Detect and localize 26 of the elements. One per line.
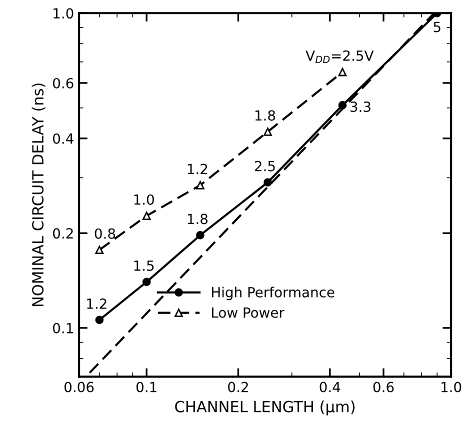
annotation: 1.8	[188, 214, 208, 224]
annotation: 1.2	[188, 164, 208, 174]
y-tick-label: 0.2	[53, 228, 73, 239]
y-tick-label: 0.4	[53, 133, 74, 144]
x-tick-label: 0.4	[320, 382, 340, 392]
annotation: 5	[434, 22, 440, 32]
annotation: V$_{DD}$=2.5V	[306, 50, 374, 63]
x-tick-label: 0.6	[373, 382, 394, 392]
y-axis-title: NOMINAL CIRCUIT DELAY (ns)	[32, 84, 46, 306]
annotation: 1.0	[134, 194, 154, 205]
annotation: 1.5	[134, 260, 154, 271]
annotation: 3.3	[350, 101, 370, 112]
x-tick-label: 1.0	[442, 382, 462, 392]
y-tick-label: 1.0	[54, 8, 74, 19]
y-tick-label: 0.6	[53, 78, 74, 88]
x-tick-label: 0.1	[136, 382, 156, 392]
annotation: 1.2	[87, 298, 106, 309]
x-tick-label: 0.06	[64, 382, 94, 392]
x-tick-label: 0.2	[228, 382, 248, 392]
legend-label: High Performance	[212, 286, 334, 300]
annotation: 2.5	[254, 160, 275, 172]
legend-label: Low Power	[212, 308, 284, 318]
x-axis-title: CHANNEL LENGTH (μm)	[175, 400, 355, 416]
annotation: 0.8	[94, 228, 116, 239]
annotation: 1.8	[255, 110, 276, 121]
y-tick-label: 0.1	[53, 322, 73, 334]
